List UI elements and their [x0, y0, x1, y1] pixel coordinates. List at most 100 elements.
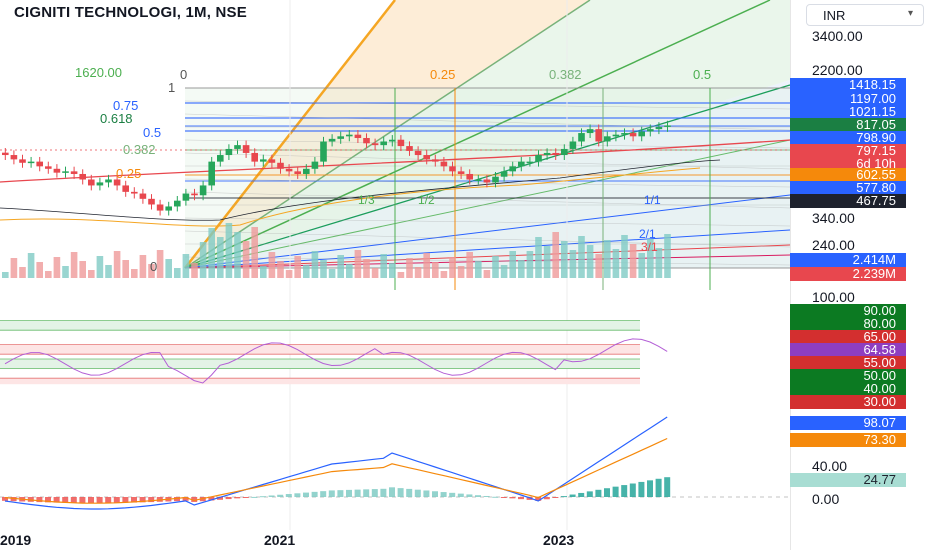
price-tick: 340.00 — [812, 210, 855, 226]
candle-body — [199, 185, 207, 196]
price-tag: 577.80 — [790, 181, 906, 195]
price-tick: 3400.00 — [812, 28, 863, 44]
price-tag: 1418.15 — [790, 78, 906, 92]
time-label: 2023 — [543, 532, 575, 548]
candle-body — [466, 173, 473, 180]
fib-label: 0.75 — [113, 98, 139, 113]
volume-bar — [354, 250, 362, 278]
volume-bar — [131, 269, 138, 278]
candle-body — [62, 171, 69, 173]
macd-histogram-bar — [578, 492, 585, 497]
candle-body — [655, 126, 663, 130]
macd-histogram-bar — [182, 497, 189, 501]
candle-body — [363, 138, 370, 144]
volume-bar — [139, 255, 147, 278]
volume-bar — [10, 258, 18, 278]
candle-body — [328, 138, 336, 142]
volume-bar — [457, 266, 465, 278]
volume-bar — [629, 244, 637, 278]
volume-bar — [27, 253, 35, 278]
volume-bar — [36, 262, 43, 278]
candle-body — [191, 193, 198, 196]
volume-bar — [440, 271, 448, 278]
histogram-tag: 24.77 — [790, 473, 906, 487]
volume-bar — [664, 234, 671, 278]
volume-bar — [638, 253, 645, 278]
fib-mesh-line — [184, 217, 791, 227]
fib-mesh-line — [184, 256, 791, 266]
volume-bar — [122, 260, 129, 278]
currency-label: INR — [823, 8, 846, 23]
macd-histogram-bar — [277, 494, 284, 497]
last-price-tag: 797.15 — [790, 144, 906, 158]
volume-bar — [277, 261, 284, 278]
macd-histogram-bar — [53, 497, 60, 503]
candle-body — [174, 200, 181, 207]
rsi-band-50-40 — [0, 359, 640, 369]
long-ma-line — [0, 139, 791, 183]
rsi-line — [4, 338, 668, 384]
macd-histogram-bar — [561, 496, 567, 498]
candle-body — [397, 139, 405, 147]
macd-histogram-bar — [638, 481, 645, 497]
rsi-pane — [0, 320, 668, 385]
macd-histogram-bar — [449, 492, 456, 497]
candle-body — [79, 173, 86, 180]
volume-bar — [182, 254, 190, 278]
candle-body — [604, 136, 611, 142]
volume-bar — [492, 256, 499, 278]
candle-body — [70, 171, 78, 174]
macd-histogram-bar — [475, 495, 481, 497]
volume-bar — [578, 236, 585, 278]
rsi-tick: 100.00 — [812, 289, 855, 305]
gann-fan-line — [184, 0, 591, 269]
macd-histogram-bar — [380, 488, 387, 497]
macd-histogram-bar — [303, 492, 309, 497]
macd-histogram-bar — [371, 489, 378, 497]
volume-bar — [337, 255, 344, 278]
rsi-band-90-80 — [0, 320, 640, 331]
volume-bar — [569, 250, 577, 278]
macd-histogram-bar — [586, 491, 593, 497]
volume-bar — [251, 227, 258, 278]
volume-bar — [509, 251, 516, 278]
candle-body — [638, 131, 645, 137]
macd-histogram-bar — [526, 497, 533, 500]
volume-bar — [346, 264, 353, 278]
candle-body — [629, 133, 637, 137]
candle-body — [105, 179, 112, 183]
candlesticks — [2, 120, 671, 216]
candle-body — [217, 155, 224, 162]
macd-histogram-bar — [500, 497, 507, 498]
macd-histogram-bar — [234, 497, 241, 499]
candle-body — [380, 141, 387, 146]
candle-body — [621, 133, 628, 135]
volume-bars — [2, 223, 671, 278]
volume-bar — [285, 270, 293, 278]
fib-label: 0.618 — [100, 111, 133, 126]
candle-body — [139, 193, 147, 199]
macd-line — [4, 416, 668, 510]
macd-tag: 98.07 — [790, 416, 906, 430]
fib-label: 0.5 — [143, 125, 162, 140]
candle-body — [27, 161, 35, 164]
volume-bar — [191, 263, 198, 278]
volume-bar — [260, 266, 267, 278]
macd-histogram-bar — [492, 496, 499, 498]
candle-body — [543, 152, 551, 156]
candle-body — [208, 161, 215, 186]
candle-body — [45, 166, 52, 169]
rsi-level-tag: 40.00 — [790, 382, 906, 396]
macd-histogram-bar — [612, 486, 619, 497]
candle-body — [612, 134, 620, 137]
fib-label: 0 — [150, 259, 158, 274]
macd-histogram-bar — [466, 494, 473, 497]
rsi-value-tag: 64.58 — [790, 343, 906, 357]
fan-label: 1/3 — [358, 193, 375, 207]
candle-body — [492, 176, 499, 183]
currency-select[interactable]: INR ▾ — [806, 4, 924, 26]
gann-fan-line — [184, 254, 791, 269]
candle-body — [483, 179, 491, 183]
volume-bar — [655, 248, 663, 278]
